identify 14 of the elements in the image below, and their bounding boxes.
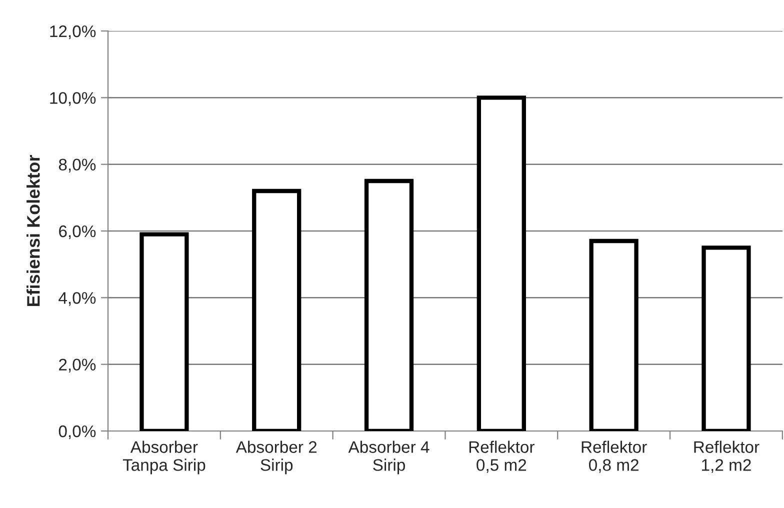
y-tick-label: 2,0% [59, 358, 96, 373]
y-tick-label: 4,0% [58, 292, 96, 306]
x-tick-label: Reflektor 1,2 m2 [694, 440, 760, 473]
x-tick-label: Reflektor 0,8 m2 [582, 440, 647, 473]
y-tick-label: 0,0% [58, 425, 96, 440]
y-tick-label: 6,0% [59, 225, 96, 240]
x-tick-label: Reflektor 0,5 m2 [469, 440, 534, 473]
x-tick-label: Absorber 4 Sirip [348, 440, 430, 474]
y-tick-label: 10,0% [50, 92, 96, 106]
y-tick-label: 12,0% [50, 25, 96, 40]
x-tick-label: Absorber Tanpa Sirip [122, 440, 206, 474]
y-tick-label: 8,0% [58, 158, 96, 173]
y-axis-title: Efisiensi Kolektor [26, 155, 40, 306]
x-tick-label: Absorber 2 Sirip [236, 440, 317, 474]
